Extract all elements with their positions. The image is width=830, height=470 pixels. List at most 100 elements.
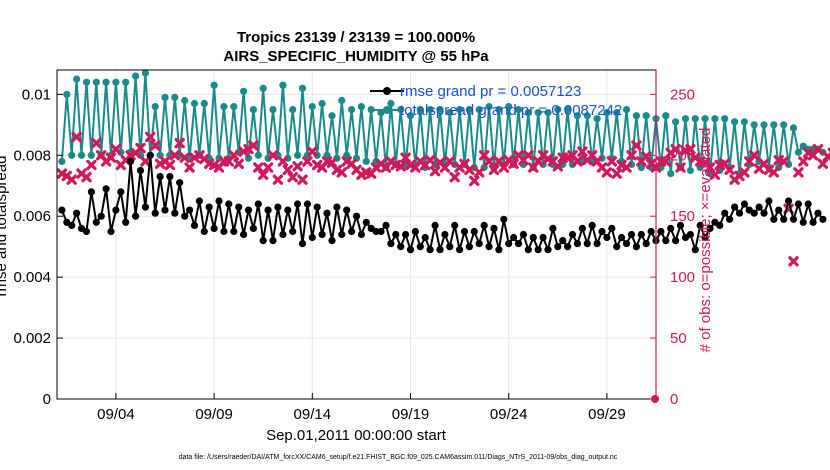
obs-point: [474, 167, 485, 178]
left-tick-label: 0.002: [13, 330, 51, 347]
obs-point: [817, 158, 829, 170]
spread-point: [68, 151, 76, 159]
obs-point-x: [228, 150, 240, 161]
obs-point: [253, 162, 264, 173]
rmse-point: [637, 230, 645, 239]
obs-point: [287, 171, 298, 183]
chart-title-line2: AIRS_SPECIFIC_HUMIDITY @ 55 hPa: [223, 48, 489, 65]
obs-point: [154, 158, 166, 170]
rmse-point: [441, 230, 449, 239]
obs-point-x: [56, 168, 68, 179]
rmse-point: [151, 209, 159, 217]
obs-point-x: [248, 140, 259, 151]
legend-rmse-label: rmse grand pr = 0.0057123: [400, 83, 581, 100]
obs-point: [488, 164, 500, 176]
rmse-point: [603, 233, 611, 242]
obs-point: [793, 167, 804, 178]
rmse-point: [146, 151, 154, 159]
chart-title-line1: Tropics 23139 / 23139 = 100.000%: [237, 29, 475, 46]
rmse-point: [117, 188, 125, 196]
obs-point: [552, 161, 563, 172]
obs-point: [110, 143, 122, 155]
spread-point: [495, 106, 503, 114]
spread-point: [343, 151, 351, 159]
obs-point: [184, 162, 195, 173]
obs-point-x: [149, 140, 161, 151]
obs-point-x: [572, 156, 583, 167]
spread-point: [151, 103, 159, 111]
obs-point-x: [258, 169, 269, 181]
rmse-point: [186, 206, 194, 214]
right-tick-label: 150: [670, 208, 695, 225]
obs-point: [262, 162, 274, 173]
rmse-point: [402, 230, 410, 239]
spread-point: [259, 84, 267, 92]
rmse-point: [686, 230, 695, 239]
rmse-point: [240, 230, 248, 239]
legend-rmse-marker: [383, 87, 391, 95]
rmse-point: [156, 173, 164, 181]
obs-point-x: [675, 162, 686, 173]
rmse-point: [539, 233, 547, 242]
obs-point: [562, 152, 573, 163]
obs-point-x: [135, 142, 146, 154]
spread-point: [681, 115, 690, 123]
spread-point: [465, 106, 473, 114]
rmse-point: [406, 246, 415, 254]
obs-point: [400, 152, 411, 163]
spread-point: [77, 151, 86, 159]
obs-point: [66, 174, 77, 185]
spread-point: [485, 103, 493, 111]
rmse-point: [112, 206, 120, 214]
obs-point-x: [154, 158, 166, 170]
obs-point: [86, 159, 97, 171]
obs-point: [449, 171, 460, 183]
spread-point: [210, 81, 218, 89]
rmse-point: [318, 230, 326, 239]
rmse-point: [195, 197, 203, 205]
obs-point-x: [498, 162, 509, 173]
obs-point-x: [208, 159, 220, 171]
obs-point: [326, 157, 338, 168]
obs-point-x: [483, 156, 495, 167]
obs-point-x: [542, 153, 554, 165]
spread-point: [308, 103, 316, 111]
obs-point-x: [739, 167, 750, 178]
obs-point: [282, 164, 293, 176]
obs-point-x: [621, 162, 632, 173]
obs-point-x: [400, 152, 411, 163]
rmse-point: [480, 221, 488, 229]
obs-point: [336, 167, 347, 178]
obs-point-x: [405, 159, 416, 171]
rmse-point: [701, 233, 709, 242]
obs-point-x: [91, 137, 102, 149]
obs-point: [763, 164, 775, 176]
left-tick-label: 0.004: [13, 269, 51, 286]
rmse-point: [264, 206, 272, 214]
spread-point: [318, 99, 326, 108]
obs-point-x: [768, 167, 779, 178]
left-tick-label: 0: [43, 391, 51, 408]
rmse-point: [225, 200, 233, 208]
obs-point: [429, 165, 441, 177]
rmse-point: [627, 230, 636, 239]
rmse-point: [642, 240, 650, 248]
rmse-point: [284, 206, 292, 214]
rmse-point: [333, 203, 341, 211]
obs-point-x: [341, 156, 352, 167]
totalspread-line: [60, 72, 824, 175]
obs-point: [164, 159, 176, 171]
spread-point: [230, 103, 238, 111]
obs-point-x: [464, 164, 475, 176]
rmse-point: [519, 230, 528, 239]
rmse-point: [726, 215, 734, 223]
obs-point: [606, 156, 617, 167]
obs-point: [405, 159, 416, 171]
obs-point: [208, 159, 220, 171]
obs-point: [724, 164, 735, 176]
rmse-point: [534, 246, 542, 254]
right-y-axis-label: # of obs: o=possible; ×=evaluated: [697, 128, 714, 353]
obs-point-x: [312, 159, 323, 171]
obs-point-x: [282, 164, 293, 176]
obs-point: [577, 146, 588, 157]
